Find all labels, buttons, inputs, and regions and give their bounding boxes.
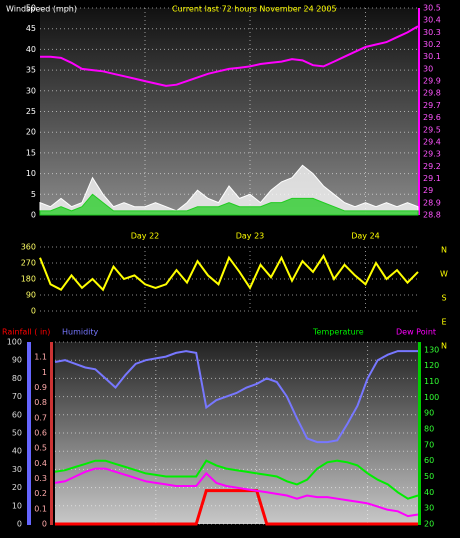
y2-tick-label: 29.5 xyxy=(423,125,441,134)
compass-label: N xyxy=(441,342,447,351)
y-tick-label: 50 xyxy=(26,4,36,13)
y-tick-label: 270 xyxy=(21,259,36,268)
line xyxy=(54,459,419,500)
y-tick-label: 0 xyxy=(31,211,36,220)
y-tick-label: 40 xyxy=(26,45,36,54)
y-tick-label: 100 xyxy=(7,338,22,347)
y2-tick-label: 30.5 xyxy=(423,4,441,13)
y3-tick-label: 1 xyxy=(42,368,47,377)
compass-label: N xyxy=(441,246,447,255)
y2-tick-label: 30.4 xyxy=(423,16,441,25)
y3-tick-label: 0.5 xyxy=(34,444,47,453)
y2-tick-label: 30.1 xyxy=(423,52,441,61)
y2-tick-label: 29.7 xyxy=(423,101,441,110)
y-tick-label: 15 xyxy=(26,148,36,157)
line xyxy=(55,489,418,526)
y2-tick-label: 100 xyxy=(424,393,439,402)
y-tick-label: 40 xyxy=(12,447,22,456)
chart-subtitle: Current last 72 hours November 24 2005 xyxy=(172,5,337,14)
y2-tick-label: 130 xyxy=(424,345,439,354)
y-tick-label: 90 xyxy=(26,291,36,300)
y3-tick-label: 0.3 xyxy=(34,474,47,483)
line xyxy=(54,350,418,444)
y2-tick-label: 30 xyxy=(423,64,433,73)
x-tick-label: Day 24 xyxy=(351,232,380,241)
y3-tick-label: 0.6 xyxy=(34,429,47,438)
y-tick-label: 180 xyxy=(21,275,36,284)
y2-tick-label: 29 xyxy=(423,186,433,195)
compass-label: S xyxy=(441,294,446,303)
y-tick-label: 80 xyxy=(12,374,22,383)
y-tick-label: 50 xyxy=(12,429,22,438)
y2-tick-label: 70 xyxy=(424,440,434,449)
y2-tick-label: 28.9 xyxy=(423,198,441,207)
y3-tick-label: 0.4 xyxy=(34,459,47,468)
humidity-axis-bar xyxy=(27,342,31,525)
y-tick-label: 45 xyxy=(26,24,36,33)
legend-label: Humidity xyxy=(62,328,99,337)
y3-tick-label: 0.9 xyxy=(34,383,47,392)
y2-tick-label: 28.8 xyxy=(423,211,441,220)
y-tick-label: 30 xyxy=(12,465,22,474)
y2-tick-label: 30.2 xyxy=(423,40,441,49)
y2-tick-label: 29.9 xyxy=(423,77,441,86)
chart-title: Windspeed (mph) xyxy=(6,5,77,14)
y-tick-label: 70 xyxy=(12,392,22,401)
y-tick-label: 0 xyxy=(17,520,22,529)
y2-tick-label: 60 xyxy=(424,456,434,465)
temperature-axis-bar xyxy=(418,342,421,525)
y3-tick-label: 0.8 xyxy=(34,398,47,407)
y-tick-label: 10 xyxy=(26,169,36,178)
y2-tick-label: 29.8 xyxy=(423,89,441,98)
y2-tick-label: 29.2 xyxy=(423,162,441,171)
y-tick-label: 25 xyxy=(26,107,36,116)
y-tick-label: 60 xyxy=(12,410,22,419)
x-tick-label: Day 23 xyxy=(236,232,265,241)
y3-tick-label: 1.1 xyxy=(34,353,47,362)
y-tick-label: 35 xyxy=(26,66,36,75)
pressure-axis-bar xyxy=(418,8,420,215)
y-tick-label: 20 xyxy=(12,483,22,492)
y-tick-label: 360 xyxy=(21,243,36,252)
y2-tick-label: 29.6 xyxy=(423,113,441,122)
y-tick-label: 90 xyxy=(12,356,22,365)
y-tick-label: 10 xyxy=(12,501,22,510)
x-tick-label: Day 22 xyxy=(131,232,160,241)
y2-tick-label: 40 xyxy=(424,488,434,497)
y2-tick-label: 50 xyxy=(424,472,434,481)
legend-label: Dew Point xyxy=(396,328,436,337)
area xyxy=(39,193,419,216)
y2-tick-label: 29.3 xyxy=(423,150,441,159)
line xyxy=(39,253,419,292)
y2-tick-label: 30.3 xyxy=(423,28,441,37)
compass-label: W xyxy=(440,270,448,279)
y3-tick-label: 0.7 xyxy=(34,413,47,422)
y-tick-label: 30 xyxy=(26,86,36,95)
y2-tick-label: 120 xyxy=(424,361,439,370)
y2-tick-label: 20 xyxy=(424,520,434,529)
legend-label: Temperature xyxy=(312,328,364,337)
y2-tick-label: 90 xyxy=(424,409,434,418)
y3-tick-label: 0 xyxy=(42,520,47,529)
line xyxy=(40,25,419,87)
y2-tick-label: 110 xyxy=(424,377,439,386)
y2-tick-label: 29.1 xyxy=(423,174,441,183)
y3-tick-label: 0.2 xyxy=(34,489,47,498)
y-tick-label: 20 xyxy=(26,128,36,137)
plot-area xyxy=(40,8,418,215)
y2-tick-label: 80 xyxy=(424,425,434,434)
y2-tick-label: 30 xyxy=(424,504,434,513)
y-tick-label: 5 xyxy=(31,190,36,199)
y2-tick-label: 29.4 xyxy=(423,137,441,146)
compass-label: E xyxy=(441,318,446,327)
line xyxy=(54,467,419,518)
legend-label: Rainfall ( in) xyxy=(2,328,50,337)
y3-tick-label: 0.1 xyxy=(34,504,47,513)
y-tick-label: 0 xyxy=(31,307,36,316)
rain-axis-bar xyxy=(50,342,53,525)
